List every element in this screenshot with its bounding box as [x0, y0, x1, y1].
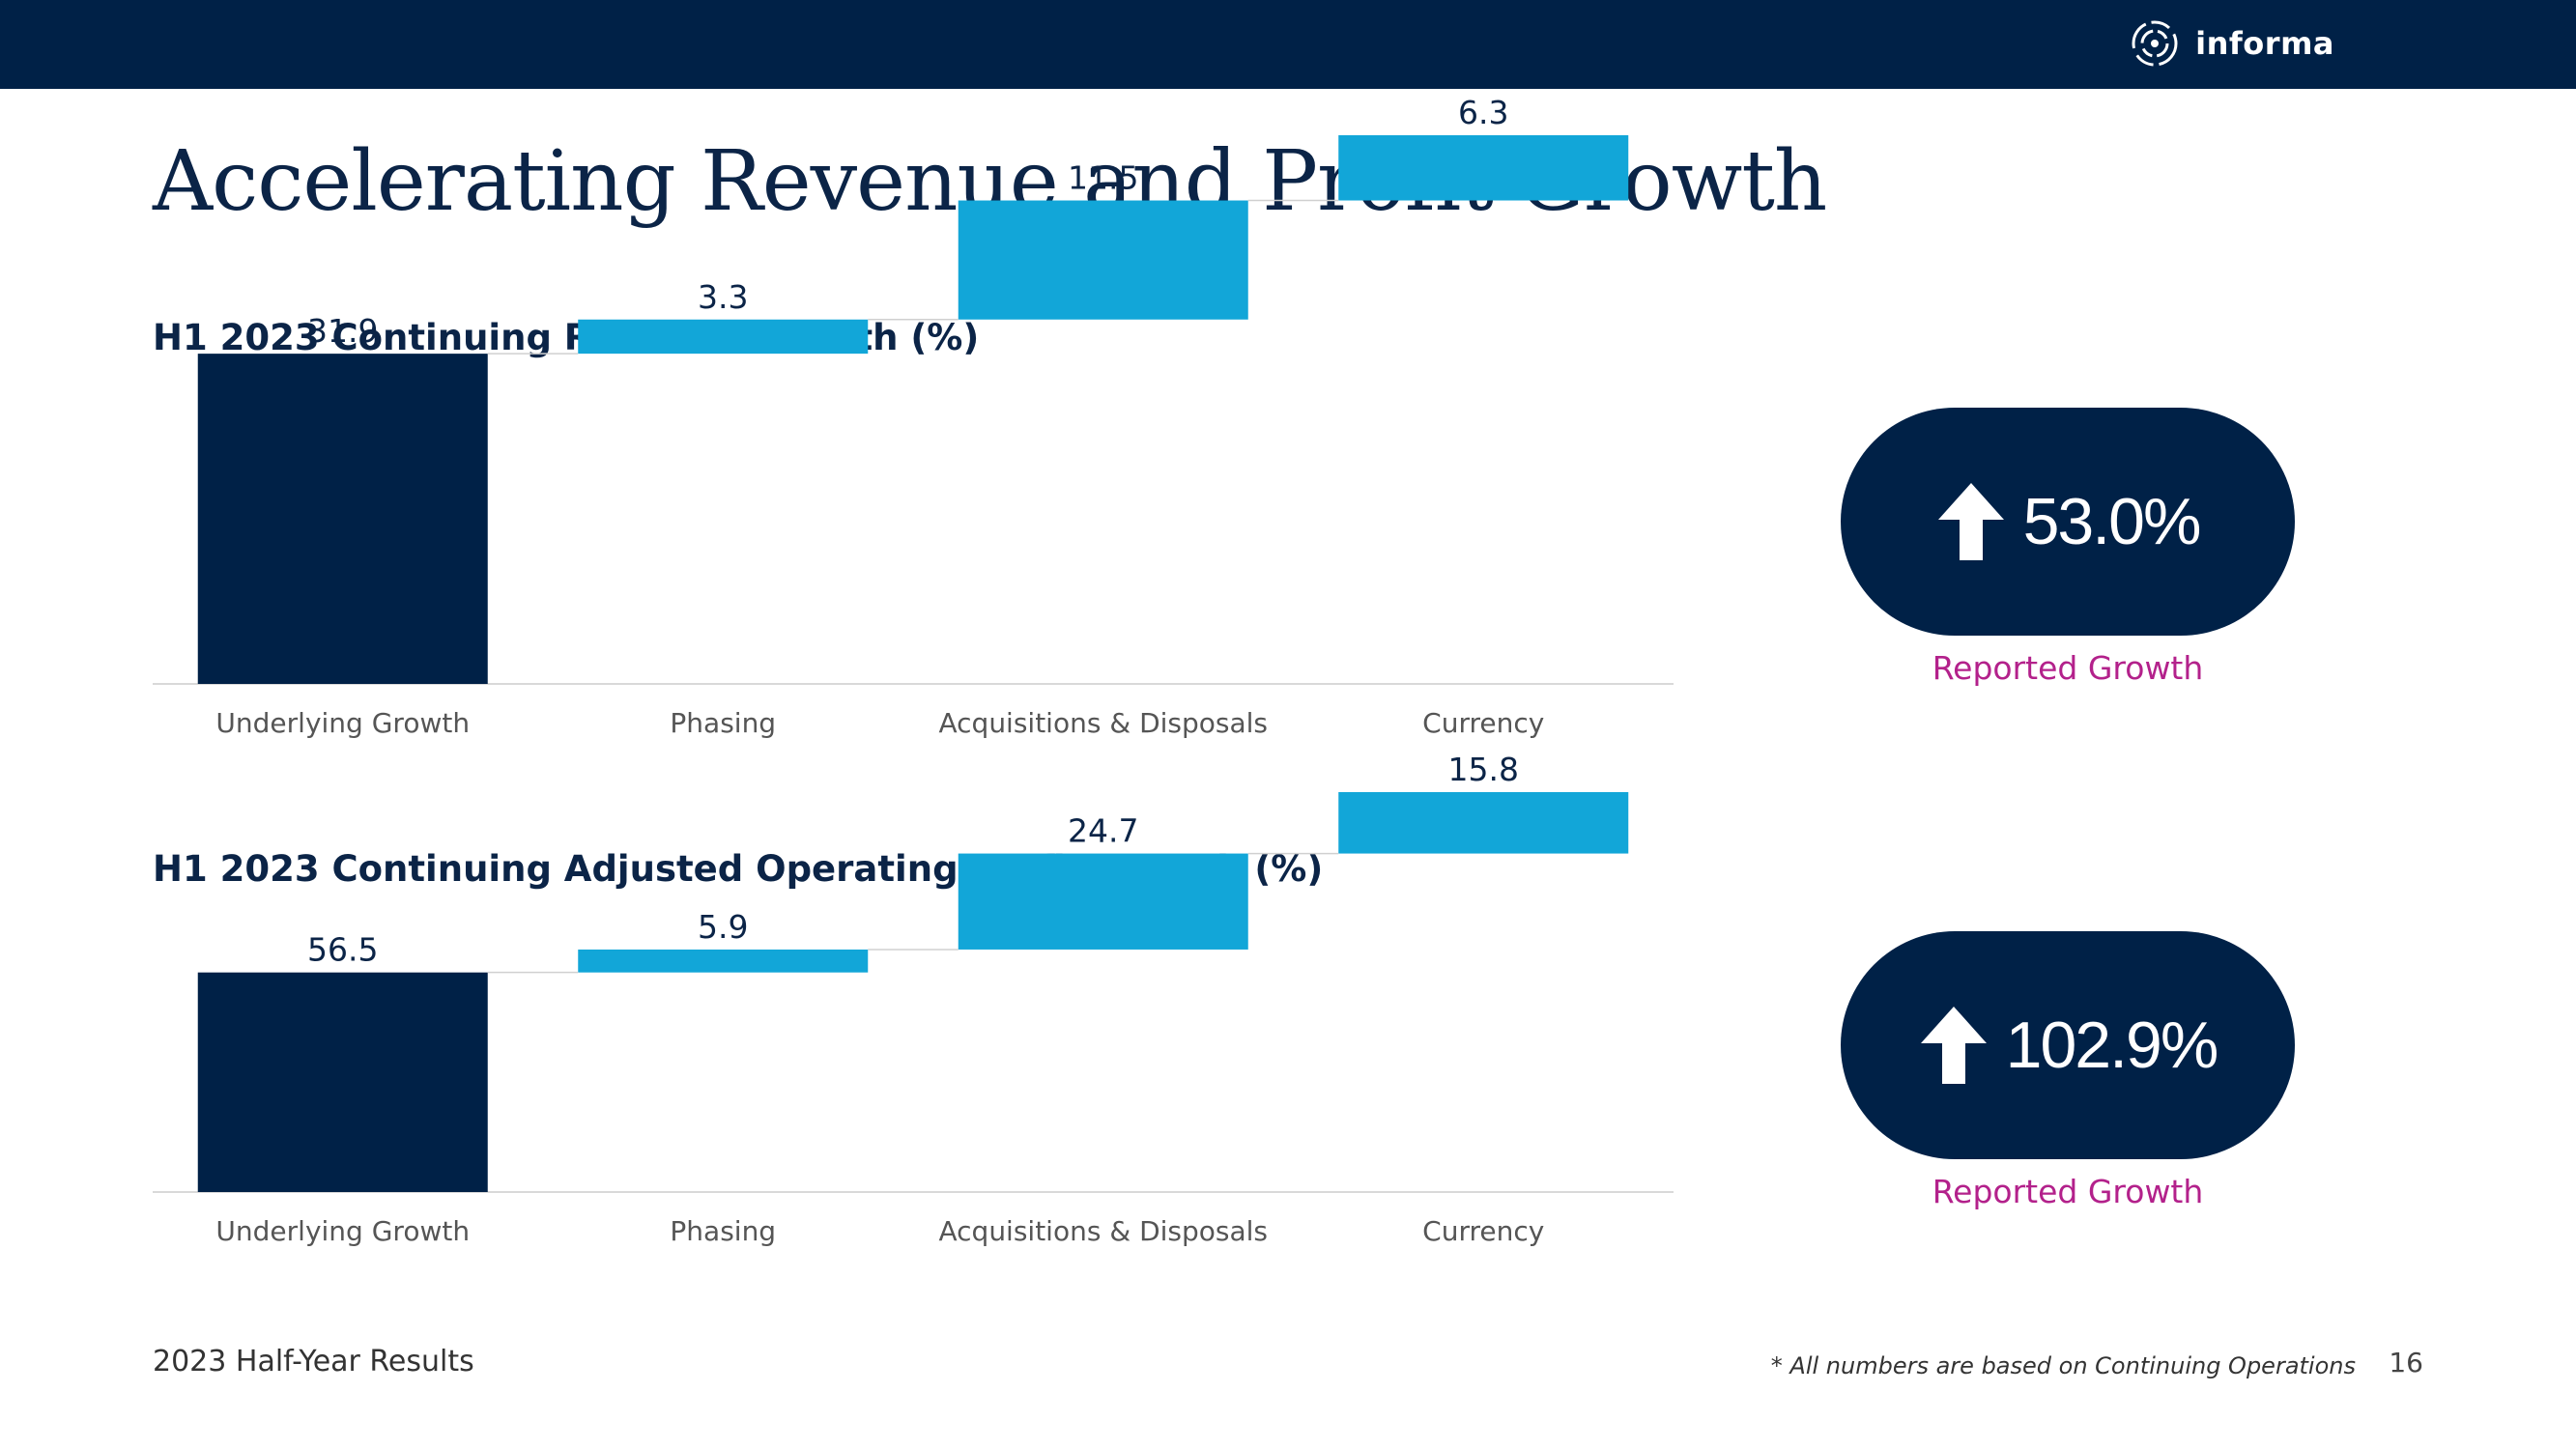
bar-3	[958, 853, 1248, 950]
arrow-up-icon	[1937, 483, 2004, 560]
category-label: Underlying Growth	[215, 1215, 470, 1247]
footer-report-name: 2023 Half-Year Results	[153, 1345, 474, 1378]
category-label: Underlying Growth	[215, 707, 470, 739]
bar-4	[1338, 792, 1629, 854]
profit-reported-growth-caption: Reported Growth	[1932, 1173, 2204, 1210]
arrow-up-icon	[1920, 1007, 1987, 1084]
category-label: Phasing	[670, 707, 776, 739]
profit-growth-chart: 56.5 Underlying Growth 5.9 Phasing 24.7 Acqui…	[153, 751, 1674, 1247]
revenue-reported-growth-caption: Reported Growth	[1932, 649, 2204, 687]
value-label: 15.8	[1448, 751, 1519, 788]
profit-reported-growth-value: 102.9%	[2005, 1009, 2219, 1082]
revenue-growth-chart: 31.9 Underlying Growth 3.3 Phasing 11.5 Acqui…	[153, 94, 1674, 739]
bar-2	[578, 949, 869, 973]
bar-3	[958, 200, 1248, 320]
category-label: Acquisitions & Disposals	[938, 1215, 1268, 1247]
informa-logo: informa	[2128, 14, 2334, 73]
value-label: 11.5	[1068, 159, 1138, 197]
footnote: * All numbers are based on Continuing Op…	[1770, 1352, 2356, 1379]
category-label: Currency	[1422, 1215, 1544, 1247]
revenue-reported-growth-value: 53.0%	[2022, 485, 2202, 558]
value-label: 31.9	[307, 312, 378, 350]
bar-4	[1338, 135, 1629, 201]
value-label: 6.3	[1458, 94, 1508, 131]
informa-logo-icon	[2132, 20, 2178, 67]
bar-1	[197, 354, 488, 684]
category-label: Acquisitions & Disposals	[938, 707, 1268, 739]
value-label: 56.5	[307, 931, 378, 969]
bar-2	[578, 319, 869, 355]
value-label: 24.7	[1068, 812, 1138, 850]
profit-reported-growth-badge: 102.9%	[1841, 931, 2295, 1159]
brand-name: informa	[2195, 25, 2334, 62]
top-bar: informa	[0, 0, 2576, 89]
value-label: 5.9	[698, 908, 748, 946]
category-label: Currency	[1422, 707, 1544, 739]
page-number: 16	[2389, 1347, 2423, 1378]
value-label: 3.3	[698, 278, 748, 316]
category-label: Phasing	[670, 1215, 776, 1247]
bar-1	[197, 972, 488, 1192]
revenue-reported-growth-badge: 53.0%	[1841, 408, 2295, 636]
